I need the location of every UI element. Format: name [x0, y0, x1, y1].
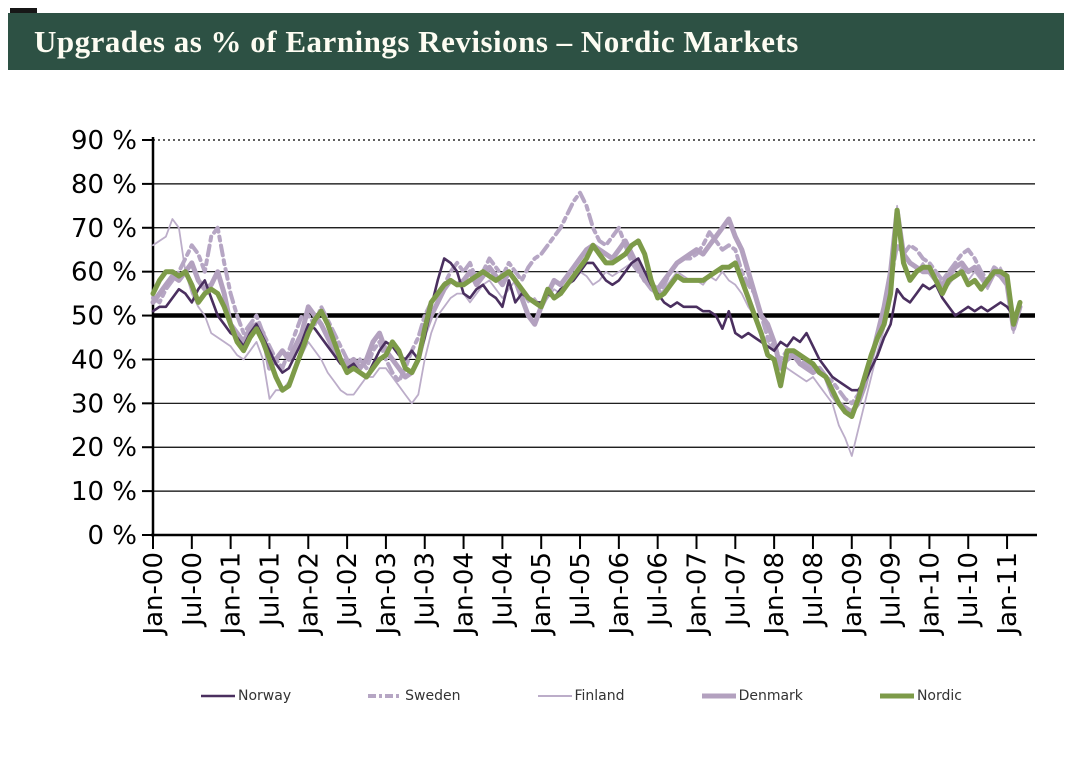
svg-text:Jan-07: Jan-07 — [682, 552, 712, 637]
svg-text:Jan-09: Jan-09 — [838, 552, 868, 637]
svg-text:0 %: 0 % — [87, 521, 137, 551]
svg-text:Jan-01: Jan-01 — [217, 552, 247, 637]
svg-text:Jul-06: Jul-06 — [644, 552, 674, 628]
svg-text:Jan-03: Jan-03 — [372, 552, 402, 637]
legend-label-denmark: Denmark — [738, 688, 803, 704]
svg-text:Jul-09: Jul-09 — [877, 552, 907, 628]
nordic-line-swatch — [879, 693, 914, 699]
svg-text:Jan-08: Jan-08 — [760, 552, 790, 637]
svg-text:Jul-08: Jul-08 — [799, 552, 829, 628]
svg-text:Jul-05: Jul-05 — [566, 552, 596, 628]
page-title: Upgrades as % of Earnings Revisions – No… — [34, 23, 799, 59]
svg-text:80 %: 80 % — [71, 170, 137, 200]
svg-text:Jan-05: Jan-05 — [527, 552, 557, 637]
legend-item-finland: Finland — [537, 688, 625, 704]
svg-text:Jul-10: Jul-10 — [954, 552, 984, 628]
svg-text:50 %: 50 % — [71, 302, 137, 332]
legend-label-finland: Finland — [574, 688, 625, 704]
legend-label-sweden: Sweden — [405, 688, 461, 704]
svg-text:Jul-04: Jul-04 — [488, 552, 518, 628]
svg-text:10 %: 10 % — [71, 477, 137, 507]
svg-text:Jan-04: Jan-04 — [450, 552, 480, 637]
svg-text:Jan-00: Jan-00 — [139, 552, 169, 637]
svg-text:Jul-02: Jul-02 — [333, 552, 363, 628]
sweden-line-swatch — [368, 694, 403, 698]
legend-label-nordic: Nordic — [916, 688, 962, 704]
svg-text:Jul-01: Jul-01 — [255, 552, 285, 628]
legend-item-norway: Norway — [200, 688, 291, 704]
svg-text:Jul-03: Jul-03 — [411, 552, 441, 628]
svg-text:20 %: 20 % — [71, 433, 137, 463]
svg-text:Jan-10: Jan-10 — [915, 552, 945, 637]
svg-text:Jan-06: Jan-06 — [605, 552, 635, 637]
svg-text:Jan-02: Jan-02 — [294, 552, 324, 637]
legend-label-norway: Norway — [238, 688, 292, 704]
corner-notch — [10, 8, 37, 15]
norway-line-swatch — [201, 694, 235, 698]
legend-item-nordic: Nordic — [879, 688, 962, 704]
svg-text:30 %: 30 % — [71, 389, 137, 419]
svg-text:Jul-07: Jul-07 — [721, 552, 751, 628]
denmark-line-swatch — [701, 693, 736, 699]
svg-text:Jul-00: Jul-00 — [178, 552, 208, 628]
legend-item-sweden: Sweden — [367, 688, 460, 704]
svg-text:60 %: 60 % — [71, 258, 137, 288]
chart-legend: Norway Sweden Finland Denmark Nordic — [200, 688, 962, 704]
svg-text:40 %: 40 % — [71, 345, 137, 375]
finland-line-swatch — [537, 695, 572, 697]
svg-text:90 %: 90 % — [71, 126, 137, 156]
title-bar: Upgrades as % of Earnings Revisions – No… — [8, 13, 1064, 70]
legend-item-denmark: Denmark — [701, 688, 803, 704]
svg-text:Jan-11: Jan-11 — [993, 552, 1023, 637]
svg-text:70 %: 70 % — [71, 214, 137, 244]
